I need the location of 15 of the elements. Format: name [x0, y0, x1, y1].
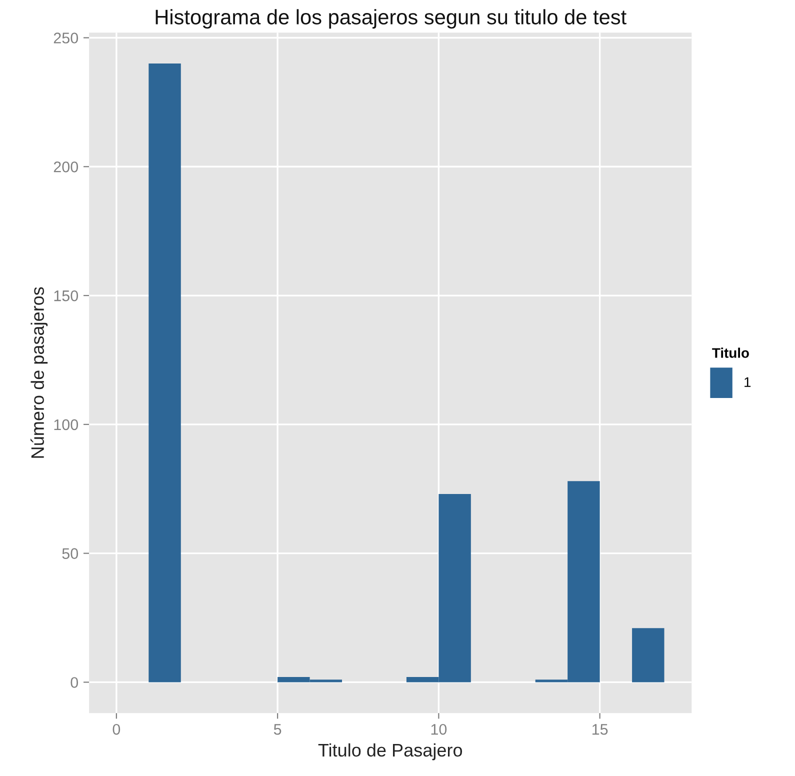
y-tick-label: 50: [62, 548, 78, 560]
x-tick-label: 10: [431, 724, 447, 735]
legend-title: Titulo: [712, 348, 749, 358]
x-axis-title: Titulo de Pasajero: [318, 743, 462, 760]
chart-title: Histograma de los pasajeros segun su titulo de test: [156, 9, 626, 29]
y-tick-label: 0: [70, 677, 78, 688]
legend-label: 1: [744, 377, 751, 387]
y-axis-title: Número de pasajeros: [30, 287, 48, 458]
y-tick-label: 250: [54, 32, 78, 44]
y-tick-label: 100: [54, 419, 78, 430]
x-tick-label: 5: [274, 724, 282, 735]
x-tick-label: 0: [112, 724, 120, 735]
x-tick-label: 15: [592, 724, 608, 735]
y-tick-label: 150: [54, 290, 78, 302]
y-tick-label: 200: [54, 162, 78, 172]
